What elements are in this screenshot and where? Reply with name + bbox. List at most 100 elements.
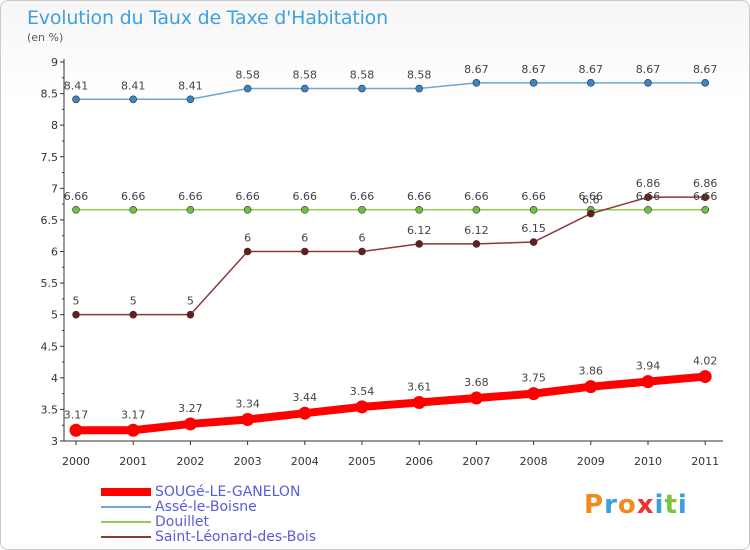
y-tick-label: 9 (51, 56, 58, 69)
y-tick-label: 4 (51, 372, 58, 385)
proxiti-logo: Proxiti (584, 490, 688, 520)
data-label-asse-le-boisne: 8.58 (350, 69, 375, 82)
legend-label: Saint-Léonard-des-Bois (155, 529, 317, 545)
data-label-saint-leonard-des-bois: 6 (301, 232, 308, 245)
x-tick-label: 2011 (691, 455, 719, 468)
data-label-asse-le-boisne: 8.67 (579, 63, 604, 76)
data-point-saint-leonard-des-bois (129, 310, 137, 319)
data-point-souge-le-ganelon (183, 417, 197, 431)
x-tick-label: 2010 (634, 455, 662, 468)
x-tick-label: 2007 (462, 455, 490, 468)
data-label-saint-leonard-des-bois: 5 (130, 295, 137, 308)
x-tick-label: 2000 (62, 455, 90, 468)
data-point-asse-le-boisne (300, 84, 309, 93)
logo-letter: o (617, 490, 637, 520)
data-point-souge-le-ganelon (126, 423, 140, 437)
data-label-saint-leonard-des-bois: 6 (359, 232, 366, 245)
data-point-douillet (415, 206, 424, 214)
data-label-douillet: 6.66 (407, 190, 432, 203)
data-point-saint-leonard-des-bois (72, 310, 80, 319)
legend-swatch (101, 521, 151, 523)
data-label-saint-leonard-des-bois: 6.86 (693, 177, 718, 190)
data-point-souge-le-ganelon (241, 413, 255, 427)
series-line-souge-le-ganelon (72, 372, 710, 435)
data-point-douillet (243, 206, 252, 214)
series-line-asse-le-boisne (75, 82, 706, 101)
y-tick-label: 6 (51, 246, 58, 259)
data-point-asse-le-boisne (415, 84, 424, 93)
data-label-souge-le-ganelon: 3.86 (579, 365, 604, 378)
data-label-saint-leonard-des-bois: 5 (187, 295, 194, 308)
data-label-souge-le-ganelon: 3.54 (350, 385, 375, 398)
data-point-douillet (72, 206, 80, 214)
data-label-douillet: 6.66 (693, 190, 718, 203)
data-label-asse-le-boisne: 8.41 (178, 79, 203, 92)
series-lines (72, 82, 710, 435)
x-tick-label: 2009 (577, 455, 605, 468)
data-point-souge-le-ganelon (412, 395, 426, 409)
data-label-asse-le-boisne: 8.58 (293, 69, 318, 82)
data-point-asse-le-boisne (644, 79, 652, 87)
data-point-saint-leonard-des-bois (644, 193, 652, 201)
x-tick-label: 2002 (176, 455, 204, 468)
logo-letter: i (677, 490, 688, 520)
data-point-saint-leonard-des-bois (529, 238, 538, 246)
data-label-douillet: 6.66 (121, 190, 146, 203)
data-label-asse-le-boisne: 8.58 (235, 69, 260, 82)
data-point-souge-le-ganelon (69, 423, 83, 437)
logo-letter: t (664, 490, 678, 520)
data-point-souge-le-ganelon (469, 391, 483, 405)
data-label-douillet: 6.66 (293, 190, 318, 203)
y-tick-label: 5.5 (41, 277, 59, 290)
logo-letter: i (654, 490, 665, 520)
data-labels: 8.41 8.41 8.41 8.58 8.58 8.58 8.58 8.67 8.67 8.67… (64, 63, 718, 421)
logo-letter: x (636, 490, 655, 520)
data-label-souge-le-ganelon: 3.61 (407, 380, 432, 393)
data-point-asse-le-boisne (586, 79, 595, 87)
series-line-saint-leonard-des-bois (75, 196, 706, 316)
data-point-saint-leonard-des-bois (358, 247, 366, 256)
legend-swatch (101, 506, 151, 508)
y-tick-label: 7 (51, 182, 58, 195)
data-point-asse-le-boisne (358, 84, 366, 93)
data-label-saint-leonard-des-bois: 5 (73, 295, 80, 308)
data-point-douillet (529, 206, 538, 214)
data-point-asse-le-boisne (472, 79, 481, 87)
logo-letter: r (604, 490, 618, 520)
data-point-souge-le-ganelon (584, 380, 598, 394)
data-label-douillet: 6.66 (636, 190, 661, 203)
data-point-souge-le-ganelon (698, 370, 712, 384)
data-label-saint-leonard-des-bois: 6.15 (521, 222, 546, 235)
legend-label: Assé-le-Boisne (155, 499, 257, 515)
data-label-souge-le-ganelon: 3.94 (636, 360, 661, 373)
data-point-souge-le-ganelon (355, 400, 369, 414)
data-label-souge-le-ganelon: 3.44 (293, 391, 318, 404)
data-label-souge-le-ganelon: 3.75 (521, 372, 546, 385)
legend-swatch (101, 488, 151, 496)
data-label-souge-le-ganelon: 4.02 (693, 355, 718, 368)
data-point-asse-le-boisne (129, 95, 137, 104)
data-label-asse-le-boisne: 8.41 (121, 79, 146, 92)
data-label-saint-leonard-des-bois: 6 (244, 232, 251, 245)
x-tick-label: 2004 (291, 455, 319, 468)
data-label-souge-le-ganelon: 3.68 (464, 376, 489, 389)
x-tick-label: 2003 (234, 455, 262, 468)
y-tick-label: 7.5 (41, 151, 59, 164)
data-label-asse-le-boisne: 8.58 (407, 69, 432, 82)
data-label-saint-leonard-des-bois: 6.12 (464, 224, 489, 237)
x-tick-label: 2006 (405, 455, 433, 468)
legend-swatch (101, 536, 151, 538)
x-tick-label: 2005 (348, 455, 376, 468)
data-point-douillet (644, 206, 652, 214)
data-label-douillet: 6.66 (64, 190, 89, 203)
data-label-douillet: 6.66 (579, 190, 604, 203)
x-tick-label: 2008 (520, 455, 548, 468)
data-label-asse-le-boisne: 8.67 (464, 63, 489, 76)
data-point-souge-le-ganelon (641, 375, 655, 389)
data-label-souge-le-ganelon: 3.17 (121, 408, 146, 421)
data-label-saint-leonard-des-bois: 6.6 (582, 194, 600, 207)
data-point-saint-leonard-des-bois (300, 247, 309, 256)
data-point-douillet (300, 206, 309, 214)
